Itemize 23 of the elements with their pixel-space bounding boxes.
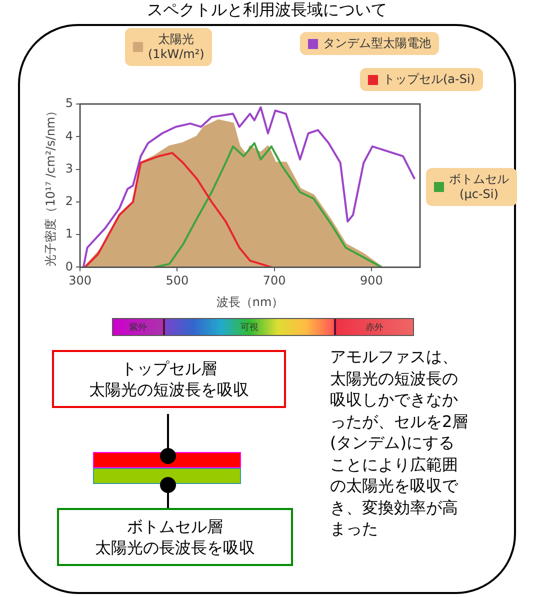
y-tick-label: 1 — [65, 226, 74, 241]
legend-label: タンデム型太陽電池 — [323, 36, 431, 51]
text: 太陽光の短波長を吸収 — [88, 379, 250, 400]
y-tick-label: 0 — [65, 259, 74, 274]
y-tick-label: 4 — [65, 128, 74, 143]
x-tick-label: 500 — [166, 274, 189, 288]
text: ボトムセル層 — [126, 516, 224, 537]
y-axis-title: 光子密度（10¹⁷ /cm²/s/nm） — [43, 104, 58, 266]
y-tick-label: 3 — [65, 161, 74, 176]
text: 太陽光の長波長を吸収 — [94, 537, 256, 558]
legend-label: トップセル(a-Si) — [383, 72, 475, 87]
x-tick-label: 900 — [360, 274, 383, 288]
chart-title: スペクトルと利用波長域について — [146, 0, 388, 20]
legend-label: 太陽光 (1kW/m²) — [148, 32, 204, 62]
y-tick-label: 2 — [65, 194, 74, 208]
x-tick-label: 300 — [68, 274, 92, 288]
y-tick-label: 5 — [65, 96, 74, 110]
text: アモルファスは、太陽光の短波長の吸収しかできなかったが、セルを2層(タンデム)にすることにより広範囲の太陽光を吸収でき、変換効率が高まった — [330, 347, 468, 538]
x-axis-title: 波長（nm） — [216, 294, 284, 309]
spectrum-strip: 紫外 可視 赤外 — [112, 318, 414, 336]
x-tick-label: 700 — [262, 274, 286, 288]
text: トップセル層 — [120, 358, 218, 379]
legend-label: ボトムセル (μc-Si) — [449, 172, 509, 202]
